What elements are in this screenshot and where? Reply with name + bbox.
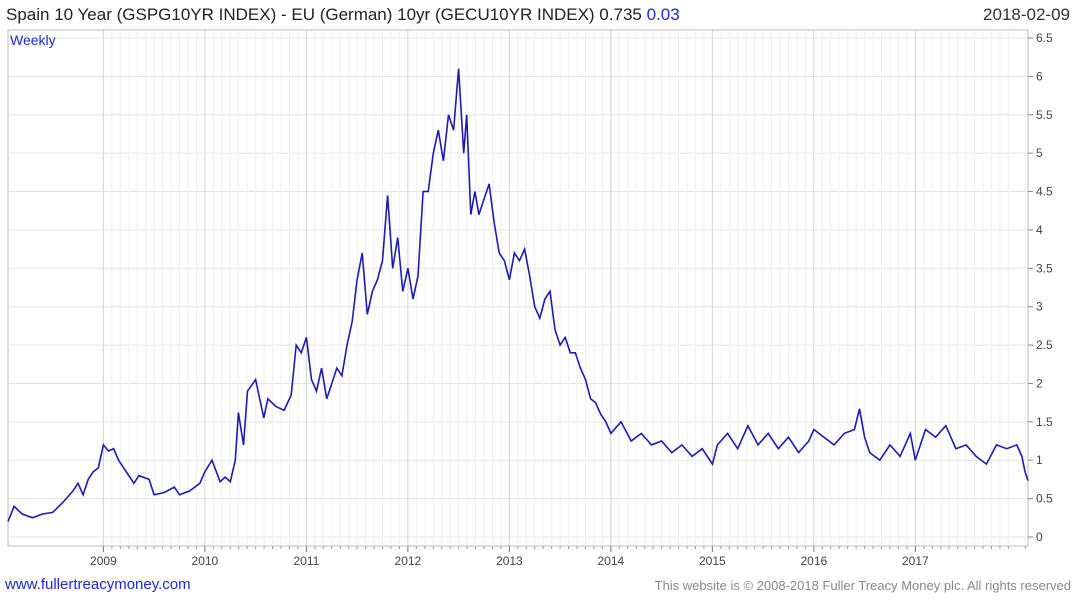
y-tick-label: 2.5 (1036, 338, 1053, 352)
y-tick-label: 6 (1036, 69, 1043, 83)
y-tick-label: 1 (1036, 453, 1043, 467)
x-tick-label: 2015 (699, 554, 726, 568)
x-axis: 2009 2010 2011 2012 2013 2014 2015 2016 2017 (90, 546, 1026, 568)
y-tick-label: 0 (1036, 530, 1043, 544)
change-value: 0.03 (646, 5, 680, 24)
grid (8, 30, 1028, 546)
x-tick-label: 2014 (598, 554, 625, 568)
interval-label: Weekly (10, 32, 56, 48)
x-tick-label: 2010 (192, 554, 219, 568)
chart-date: 2018-02-09 (983, 5, 1070, 24)
chart-title: Spain 10 Year (GSPG10YR INDEX) - EU (Ger… (6, 5, 680, 25)
y-axis: 0 0.5 1 1.5 2 2.5 3 3.5 4 4.5 5 5.5 6 6.5 (1028, 31, 1053, 544)
title-text: Spain 10 Year (GSPG10YR INDEX) - EU (Ger… (6, 5, 642, 24)
x-tick-label: 2009 (90, 554, 117, 568)
x-tick-label: 2013 (496, 554, 523, 568)
y-tick-label: 1.5 (1036, 415, 1053, 429)
footer-site-link[interactable]: www.fullertreacymoney.com (5, 576, 191, 593)
y-tick-label: 6.5 (1036, 31, 1053, 45)
chart-header: Spain 10 Year (GSPG10YR INDEX) - EU (Ger… (0, 0, 1075, 30)
y-tick-label: 4 (1036, 223, 1043, 237)
y-tick-label: 4.5 (1036, 185, 1053, 199)
y-tick-label: 0.5 (1036, 492, 1053, 506)
y-tick-label: 3.5 (1036, 261, 1053, 275)
x-tick-label: 2017 (902, 554, 929, 568)
series-line (7, 68, 1029, 522)
y-tick-label: 2 (1036, 376, 1043, 390)
y-tick-label: 3 (1036, 300, 1043, 314)
y-tick-label: 5 (1036, 146, 1043, 160)
x-tick-label: 2012 (395, 554, 422, 568)
x-tick-label: 2011 (293, 554, 319, 568)
y-tick-label: 5.5 (1036, 108, 1053, 122)
x-tick-label: 2016 (800, 554, 827, 568)
footer-copyright: This website is © 2008-2018 Fuller Treac… (654, 578, 1071, 593)
